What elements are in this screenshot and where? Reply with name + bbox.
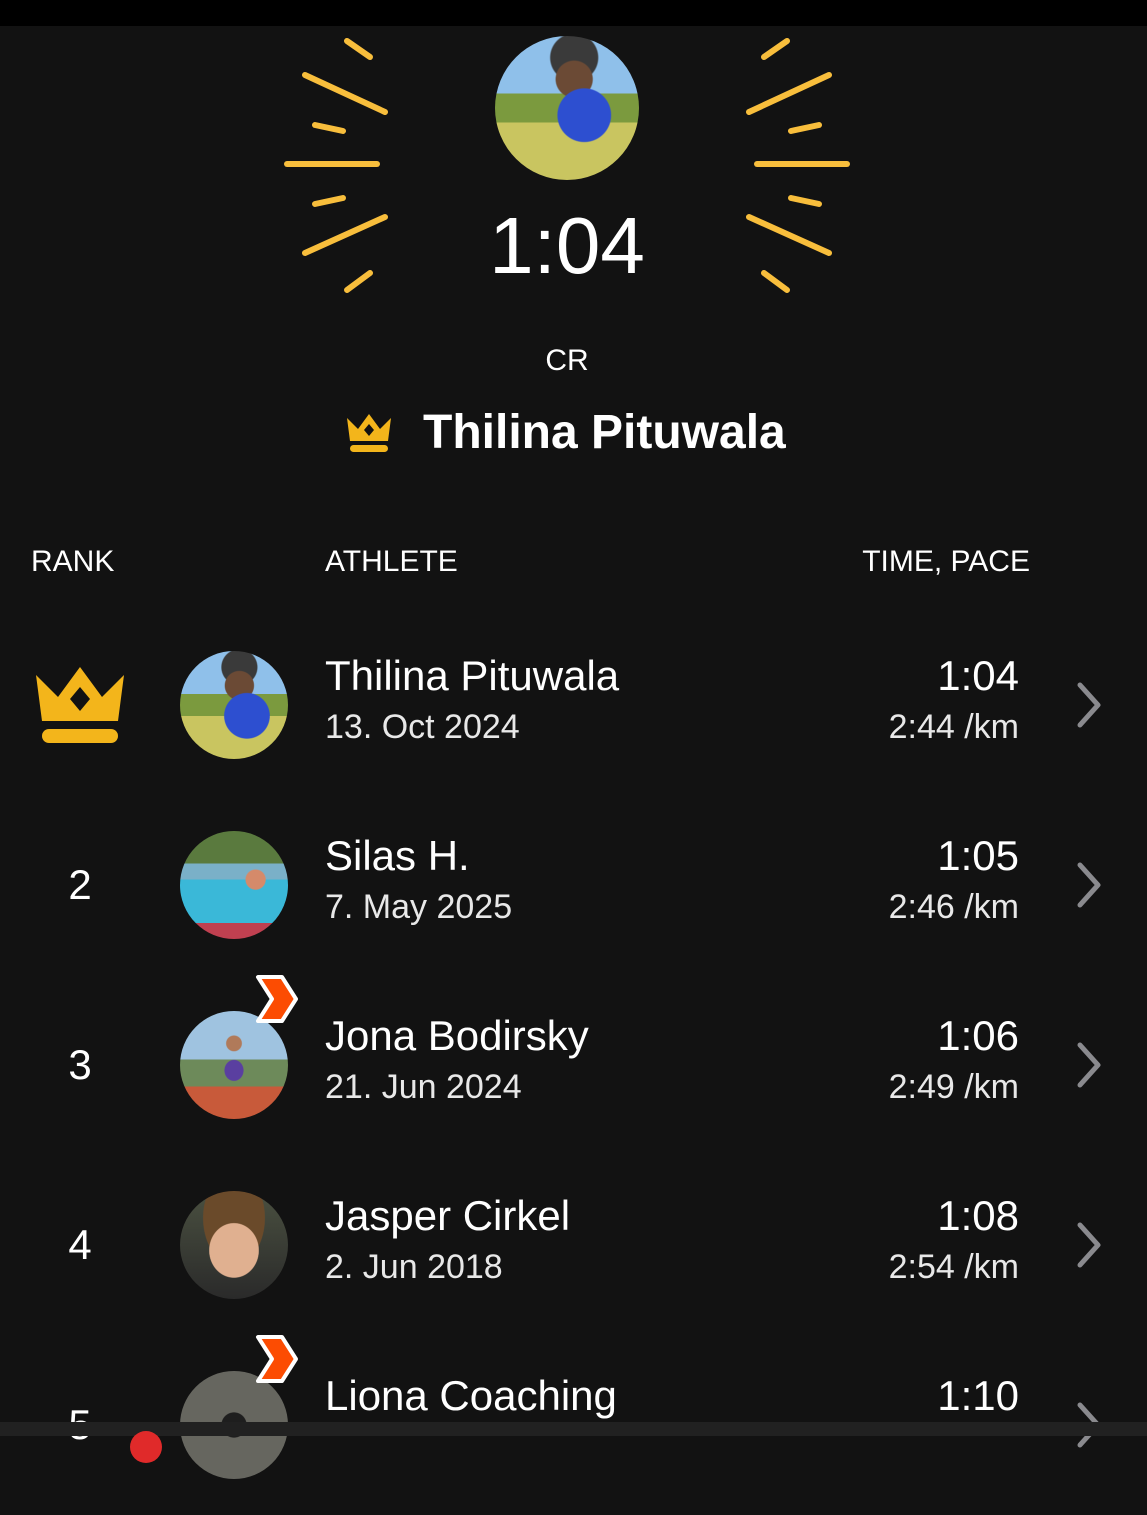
subscriber-badge-icon	[256, 1335, 298, 1383]
effort-time: 1:06	[937, 1012, 1019, 1059]
effort-time: 1:08	[937, 1192, 1019, 1239]
crown-icon	[347, 413, 391, 452]
athlete-column-header: ATHLETE	[325, 545, 458, 578]
subscriber-badge-icon	[256, 975, 298, 1023]
effort-time: 1:10	[937, 1372, 1019, 1419]
course-record-label: CR	[545, 344, 589, 377]
course-record-holder-avatar[interactable]	[495, 36, 639, 180]
rank-number: 4	[68, 1221, 92, 1268]
rank-cell: 3	[30, 975, 130, 1155]
athlete-avatar[interactable]	[180, 831, 288, 939]
rank-cell: 4	[30, 1155, 130, 1335]
leaderboard-row[interactable]: 4 Jasper Cirkel 2. Jun 2018 1:08 2:54 /k…	[0, 1155, 1147, 1335]
athlete-avatar[interactable]	[180, 1011, 288, 1119]
time-pace-column-header: TIME, PACE	[862, 545, 1030, 578]
leaderboard-row[interactable]: Thilina Pituwala 13. Oct 2024 1:04 2:44 …	[0, 615, 1147, 795]
athlete-name[interactable]: Thilina Pituwala	[325, 652, 620, 699]
effort-pace: 2:46 /km	[888, 888, 1019, 926]
rank-number: 3	[68, 1041, 92, 1088]
effort-time: 1:05	[937, 832, 1019, 879]
effort-date: 7. May 2025	[325, 888, 513, 926]
effort-date: 21. Jun 2024	[325, 1068, 522, 1106]
chevron-right-icon[interactable]	[1074, 861, 1104, 909]
chevron-right-icon[interactable]	[1074, 1041, 1104, 1089]
chevron-right-icon[interactable]	[1074, 681, 1104, 729]
athlete-name[interactable]: Silas H.	[325, 832, 470, 879]
athlete-avatar[interactable]	[180, 1191, 288, 1299]
celebration-burst-icon	[284, 38, 850, 293]
effort-pace: 2:44 /km	[888, 708, 1019, 746]
course-record-time: 1:04	[489, 201, 645, 290]
rank-cell	[30, 615, 130, 795]
rank-column-header: RANK	[31, 545, 115, 578]
effort-pace: 2:54 /km	[888, 1248, 1019, 1286]
crown-icon	[36, 667, 124, 743]
course-record-holder-name: Thilina Pituwala	[423, 406, 786, 459]
effort-pace: 2:49 /km	[888, 1068, 1019, 1106]
status-bar	[0, 0, 1147, 26]
rank-cell: 2	[30, 795, 130, 975]
leaderboard-row[interactable]: 3 Jona Bodirsky 21. Jun 2024 1:06 2:49 /…	[0, 975, 1147, 1155]
chevron-right-icon[interactable]	[1074, 1221, 1104, 1269]
leaderboard-row[interactable]: 2 Silas H. 7. May 2025 1:05 2:46 /km	[0, 795, 1147, 975]
effort-time: 1:04	[937, 652, 1019, 699]
athlete-name[interactable]: Jona Bodirsky	[325, 1012, 589, 1059]
rank-number: 2	[68, 861, 92, 908]
effort-date: 2. Jun 2018	[325, 1248, 503, 1286]
effort-date: 13. Oct 2024	[325, 708, 520, 746]
course-record-holder[interactable]: Thilina Pituwala	[345, 405, 786, 460]
athlete-name[interactable]: Liona Coaching	[325, 1372, 617, 1419]
bottom-navigation-bar	[0, 1422, 1147, 1436]
athlete-avatar[interactable]	[180, 651, 288, 759]
athlete-name[interactable]: Jasper Cirkel	[325, 1192, 571, 1239]
